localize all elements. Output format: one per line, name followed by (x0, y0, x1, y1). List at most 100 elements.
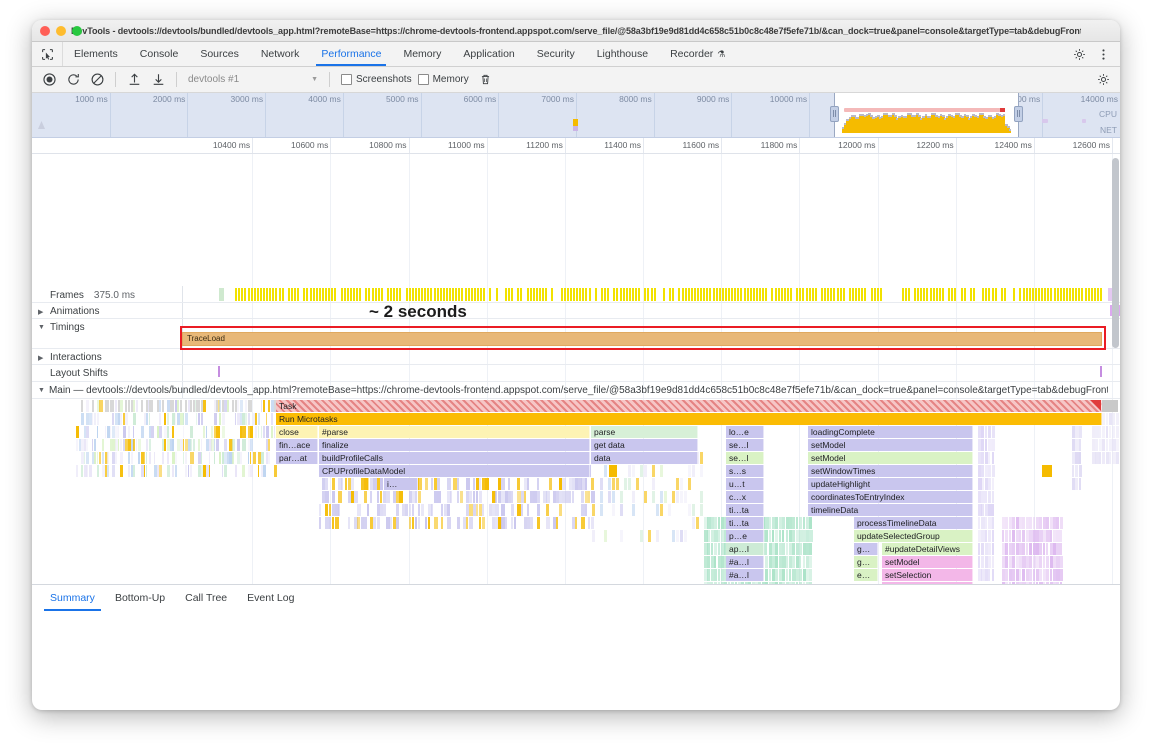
record-button[interactable] (38, 69, 60, 91)
flame-bar[interactable]: parse (591, 426, 698, 438)
flame-bar[interactable]: loadingComplete (808, 426, 973, 438)
flame-bar[interactable]: s…s (726, 465, 764, 477)
flame-bar[interactable]: coordinatesToEntryIndex (808, 491, 973, 503)
minimize-window-button[interactable] (56, 25, 66, 36)
flame-bar[interactable]: CPUProfileDataModel (319, 465, 590, 477)
flame-bar[interactable]: i… (384, 478, 418, 490)
flame-bar[interactable]: updateHighlight (808, 478, 973, 490)
tab-sources[interactable]: Sources (189, 42, 250, 66)
details-tab-bottom-up[interactable]: Bottom-Up (114, 592, 166, 604)
flame-bar[interactable]: setModel (882, 556, 973, 568)
flame-bar[interactable]: g… (854, 543, 878, 555)
tab-security[interactable]: Security (526, 42, 586, 66)
window-traffic-lights[interactable] (40, 20, 82, 41)
tab-elements[interactable]: Elements (63, 42, 129, 66)
traceload-bar[interactable]: TraceLoad (182, 332, 1102, 346)
flame-bar[interactable]: se…l (726, 452, 764, 464)
flame-bar[interactable]: buildProfileCalls (319, 452, 590, 464)
flame-bar[interactable]: timelineData (808, 504, 973, 516)
flame-bar[interactable]: g… (854, 556, 878, 568)
tab-console[interactable]: Console (129, 42, 190, 66)
flame-bar[interactable]: data (591, 452, 698, 464)
ruler-tick: 12400 ms (994, 138, 1035, 153)
capture-settings-button[interactable] (1092, 69, 1114, 91)
flame-bar[interactable]: c…x (726, 491, 764, 503)
flame-bar[interactable]: finalize (319, 439, 590, 451)
ruler-tick: 11600 ms (682, 138, 723, 153)
timeline-gridline (643, 154, 644, 584)
flame-bar[interactable]: #a…l (726, 569, 764, 581)
details-tab-call-tree[interactable]: Call Tree (185, 592, 228, 604)
flame-bar[interactable]: setModel (808, 452, 973, 464)
overview-window-handle-left[interactable] (830, 106, 839, 122)
track-label-timings-text: Timings (50, 322, 85, 333)
save-profile-button[interactable] (147, 69, 169, 91)
flame-bar[interactable]: u…t (726, 478, 764, 490)
inspect-element-button[interactable] (32, 42, 63, 66)
details-tab-event-log[interactable]: Event Log (247, 592, 295, 604)
maximize-window-button[interactable] (72, 25, 82, 36)
timeline-ruler[interactable]: 10400 ms 10600 ms 10800 ms 11000 ms 11200 ms… (32, 138, 1120, 154)
flame-bar[interactable]: schedul…mWindow (882, 582, 973, 584)
track-label-main[interactable]: ▼ Main — devtools://devtools/bundled/dev… (32, 385, 1108, 396)
flame-bar[interactable]: ti…ta (726, 504, 764, 516)
tab-lighthouse[interactable]: Lighthouse (586, 42, 659, 66)
flame-bar[interactable]: processTimelineData (854, 517, 973, 529)
flame-bar[interactable]: setSelection (882, 569, 973, 581)
flame-bar[interactable]: e… (854, 569, 878, 581)
flame-bar[interactable]: par…at (276, 452, 318, 464)
flame-bar[interactable]: setWindowTimes (808, 465, 973, 477)
flame-bar[interactable]: close (276, 426, 318, 438)
flame-bar[interactable]: p…e (726, 530, 764, 542)
track-label-layout-shifts[interactable]: Layout Shifts (32, 368, 108, 379)
overview-tick: 9000 ms (697, 93, 733, 137)
track-label-timings[interactable]: ▼ Timings (32, 322, 85, 333)
profile-select[interactable]: devtools #1 ▼ (184, 71, 322, 89)
flame-bar[interactable]: setModel (808, 439, 973, 451)
details-tab-summary[interactable]: Summary (40, 585, 105, 611)
flame-bar[interactable]: #a…l (726, 556, 764, 568)
more-options-button[interactable] (1092, 43, 1114, 65)
tracks-scrollbar[interactable] (1112, 158, 1119, 348)
collect-garbage-button[interactable] (475, 69, 497, 91)
tab-recorder[interactable]: Recorder ⚗ (659, 42, 736, 66)
tab-memory[interactable]: Memory (392, 42, 452, 66)
flame-bar-label: u…t (729, 479, 745, 489)
reload-and-record-button[interactable] (62, 69, 84, 91)
settings-gear-button[interactable] (1068, 43, 1090, 65)
flame-bar[interactable]: Run Microtasks (276, 413, 1102, 425)
ruler-tick-label: 11800 ms (760, 140, 798, 150)
flame-bar[interactable]: lo…e (726, 426, 764, 438)
timeline-gridline (486, 154, 488, 584)
memory-checkbox[interactable]: Memory (417, 74, 469, 85)
timeline-tracks[interactable]: Frames 375.0 ms ▶ Animations ▼ Timings ▶… (32, 154, 1120, 584)
tab-application[interactable]: Application (452, 42, 525, 66)
load-profile-button[interactable] (123, 69, 145, 91)
flame-bar[interactable]: ap…l (726, 543, 764, 555)
flame-bar[interactable]: updateSelectedGroup (854, 530, 973, 542)
flame-bar-label: coordinatesToEntryIndex (811, 492, 905, 502)
track-label-animations[interactable]: ▶ Animations (32, 306, 99, 317)
close-window-button[interactable] (40, 25, 50, 36)
flame-bar[interactable]: ti…ta (726, 517, 764, 529)
screenshots-checkbox[interactable]: Screenshots (341, 74, 412, 85)
flame-bar[interactable]: fin…ace (276, 439, 318, 451)
flame-bar-label: g… (857, 557, 871, 567)
flame-bar[interactable] (1102, 400, 1118, 412)
flame-bar[interactable]: get data (591, 439, 698, 451)
timeline-overview[interactable]: 1000 ms 2000 ms 3000 ms 4000 ms 5000 ms 6000 … (32, 93, 1120, 138)
flame-bar[interactable]: #updateDetailViews (882, 543, 973, 555)
tab-performance[interactable]: Performance (310, 42, 392, 66)
flame-bar[interactable]: #parse (319, 426, 590, 438)
trash-icon (482, 74, 490, 85)
track-label-interactions[interactable]: ▶ Interactions (32, 352, 102, 363)
ruler-tick-label: 10800 ms (369, 140, 407, 150)
clear-button[interactable] (86, 69, 108, 91)
overview-window-handle-right[interactable] (1014, 106, 1024, 122)
flame-bar[interactable]: se…l (726, 439, 764, 451)
ruler-tick: 10600 ms (291, 138, 332, 153)
flame-bar[interactable]: Task (276, 400, 1102, 412)
tab-network[interactable]: Network (250, 42, 311, 66)
track-label-frames[interactable]: Frames 375.0 ms (32, 290, 135, 301)
